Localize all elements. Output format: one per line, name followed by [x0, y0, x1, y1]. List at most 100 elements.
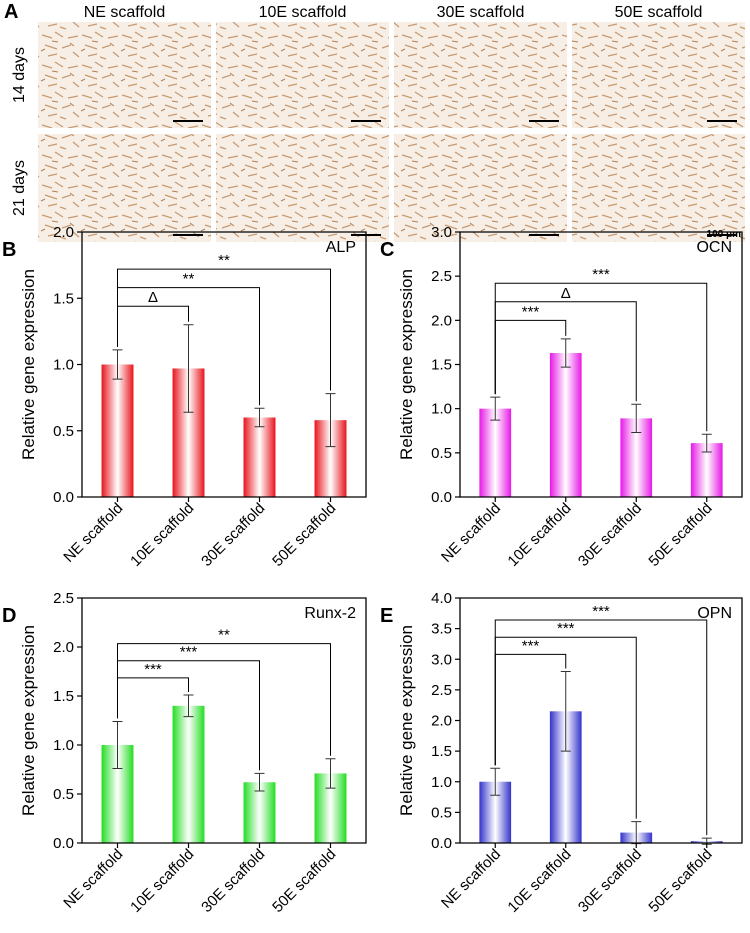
error-bar: [490, 396, 501, 421]
x-tick-label: NE scaffold: [60, 500, 126, 566]
x-tick-label: NE scaffold: [438, 846, 504, 912]
y-tick-label: 0.0: [431, 835, 452, 852]
axis: [459, 231, 743, 498]
x-tick-label: 50E scaffold: [645, 500, 715, 570]
error-bar: [701, 433, 712, 453]
panel-letter: B: [2, 239, 16, 261]
axis: [81, 597, 367, 844]
column-header: 50E scaffold: [615, 4, 703, 21]
x-tick-label: 50E scaffold: [269, 500, 339, 570]
significance-label: ***: [522, 303, 540, 320]
micrograph: [216, 22, 389, 128]
column-header: NE scaffold: [84, 4, 166, 21]
y-tick-label: 2.0: [53, 639, 74, 656]
y-tick-label: 2.0: [431, 312, 452, 329]
y-axis-label: Relative gene expression: [397, 625, 416, 816]
significance-label: ***: [557, 620, 575, 637]
y-tick-label: 1.5: [431, 743, 452, 760]
significance-label: **: [218, 252, 230, 269]
significance-label: **: [183, 271, 195, 288]
significance-label: ***: [592, 603, 610, 620]
significance-label: ***: [180, 644, 198, 661]
y-tick-label: 2.0: [431, 713, 452, 730]
bar: [549, 353, 582, 497]
bar: [243, 782, 276, 843]
y-tick-label: 3.0: [431, 224, 452, 241]
y-axis-label: Relative gene expression: [397, 269, 416, 460]
y-tick-label: 2.0: [53, 224, 74, 241]
error-bar: [325, 393, 336, 448]
y-tick-label: 4.0: [431, 590, 452, 607]
y-tick-label: 0.0: [53, 835, 74, 852]
x-tick-label: 30E scaffold: [198, 500, 268, 570]
micrograph: [394, 22, 567, 128]
x-tick-label: 30E scaffold: [575, 846, 645, 916]
scale-label: 100 μm: [707, 229, 742, 240]
micrograph: [216, 134, 389, 242]
micrograph: [38, 22, 211, 128]
error-bar: [112, 349, 123, 380]
x-tick-label: 50E scaffold: [269, 846, 339, 916]
y-tick-label: 0.0: [53, 489, 74, 506]
bar: [243, 417, 276, 497]
micrograph: [394, 134, 567, 242]
panel-letter: D: [2, 605, 16, 627]
chart-title: ALP: [326, 239, 356, 256]
y-tick-label: 2.5: [53, 590, 74, 607]
panel-letter: E: [380, 605, 393, 627]
y-tick-label: 1.5: [431, 357, 452, 374]
error-bar: [325, 758, 336, 789]
x-tick-label: 50E scaffold: [645, 846, 715, 916]
micrograph: [572, 134, 745, 242]
bar: [101, 364, 134, 497]
x-tick-label: NE scaffold: [60, 846, 126, 912]
y-tick-label: 1.0: [431, 774, 452, 791]
y-tick-label: 0.5: [53, 423, 74, 440]
x-tick-label: NE scaffold: [438, 500, 504, 566]
y-tick-label: 1.5: [53, 290, 74, 307]
micrograph: [572, 22, 745, 128]
y-tick-label: 1.0: [431, 401, 452, 418]
error-bar: [560, 338, 571, 368]
y-tick-label: 0.5: [53, 786, 74, 803]
error-bar: [254, 407, 265, 428]
significance-bracket: [494, 619, 708, 836]
chart-title: OCN: [696, 239, 732, 256]
x-tick-label: 10E scaffold: [127, 846, 197, 916]
y-axis-label: Relative gene expression: [19, 269, 38, 460]
significance-label: ***: [144, 661, 162, 678]
row-label: 21 days: [11, 160, 28, 216]
significance-bracket: [117, 268, 331, 391]
x-tick-label: 30E scaffold: [198, 846, 268, 916]
panel-letter: A: [4, 1, 18, 23]
y-tick-label: 1.0: [53, 737, 74, 754]
significance-label: Δ: [148, 289, 158, 306]
bar: [172, 705, 205, 843]
error-bar: [490, 767, 501, 796]
error-bar: [560, 671, 571, 752]
significance-label: ***: [592, 266, 610, 283]
significance-bracket: [494, 282, 708, 432]
axis: [81, 231, 367, 498]
significance-label: Δ: [561, 285, 571, 302]
y-tick-label: 2.5: [431, 682, 452, 699]
micrograph: [38, 134, 211, 242]
panel-letter: C: [380, 239, 394, 261]
column-header: 30E scaffold: [437, 4, 525, 21]
error-bar: [254, 772, 265, 792]
row-label: 14 days: [11, 47, 28, 103]
y-tick-label: 0.5: [431, 804, 452, 821]
y-tick-label: 1.5: [53, 688, 74, 705]
significance-label: ***: [522, 637, 540, 654]
x-tick-label: 10E scaffold: [504, 846, 574, 916]
y-tick-label: 3.0: [431, 651, 452, 668]
y-tick-label: 2.5: [431, 268, 452, 285]
significance-bracket: [117, 643, 331, 756]
error-bar: [183, 324, 194, 413]
error-bar: [631, 403, 642, 434]
error-bar: [183, 694, 194, 718]
y-axis-label: Relative gene expression: [19, 625, 38, 816]
chart-title: Runx-2: [304, 605, 356, 622]
y-tick-label: 1.0: [53, 357, 74, 374]
